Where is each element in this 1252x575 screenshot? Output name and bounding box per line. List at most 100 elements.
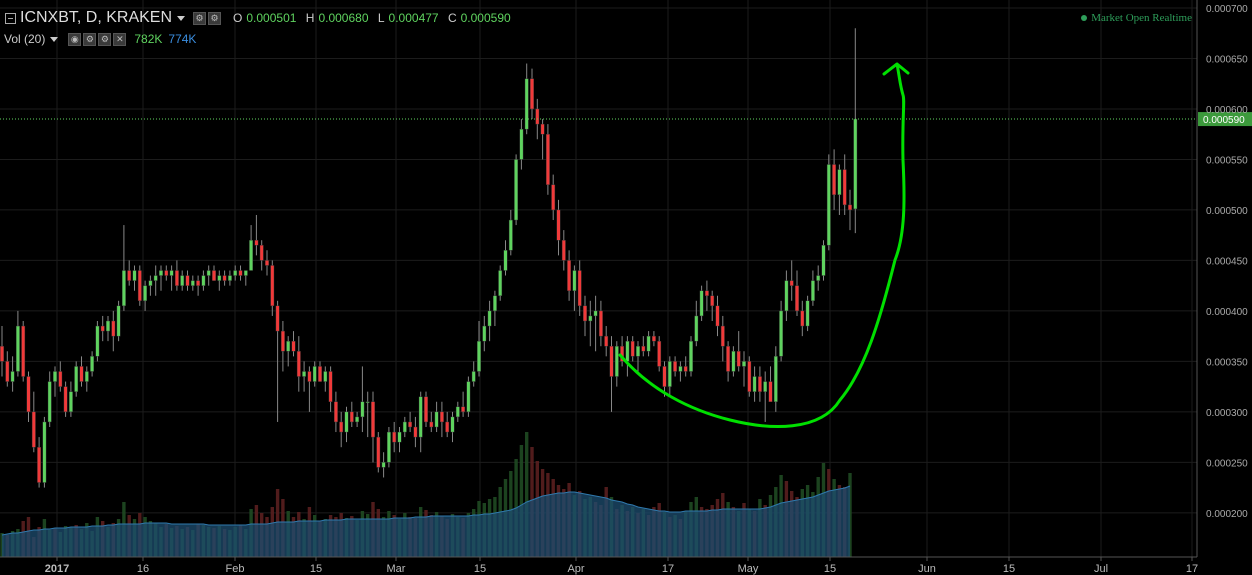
candle-body: [392, 431, 397, 443]
candle-body: [487, 310, 492, 327]
candle-body: [339, 421, 344, 433]
gear-icon[interactable]: ⚙: [208, 11, 222, 25]
candle: [402, 416, 407, 438]
y-tick-label: 0.000450: [1206, 256, 1248, 267]
candle-body: [816, 275, 821, 281]
candle: [349, 401, 354, 427]
candle-body: [837, 169, 842, 195]
candle-body: [503, 250, 508, 271]
collapse-icon[interactable]: [5, 12, 16, 24]
status-dot-icon: [1081, 15, 1088, 22]
candle-body: [424, 396, 428, 423]
candle: [736, 331, 741, 372]
candle: [302, 361, 306, 392]
candle: [731, 346, 736, 377]
symbol-dropdown-icon[interactable]: [177, 15, 186, 21]
candle: [636, 341, 640, 372]
candle-body: [551, 184, 556, 211]
x-tick-label: Jun: [918, 563, 936, 575]
candle-body: [540, 123, 545, 135]
candle-body: [652, 335, 656, 342]
candle-body: [678, 366, 683, 372]
candle-body: [498, 270, 503, 296]
candle-body: [190, 280, 195, 286]
volume-dropdown-icon[interactable]: [50, 36, 59, 42]
candle: [498, 265, 503, 301]
candle-body: [715, 305, 720, 327]
candle: [593, 295, 598, 352]
candle-body: [440, 411, 444, 423]
candle: [551, 174, 556, 221]
candle: [779, 300, 784, 362]
symbol-title[interactable]: ICNXBT, D, KRAKEN: [20, 9, 173, 26]
candle: [196, 275, 200, 296]
candle-body: [159, 270, 163, 276]
volume-label[interactable]: Vol (20): [4, 32, 46, 46]
candle: [493, 290, 497, 327]
candle: [376, 432, 381, 473]
candle-body: [16, 325, 20, 372]
eye-icon[interactable]: ◉: [68, 32, 82, 46]
candle-body: [381, 462, 386, 468]
candle-body: [90, 356, 95, 372]
candle: [84, 366, 89, 392]
candle: [519, 119, 524, 170]
candle-body: [413, 426, 418, 438]
close-icon[interactable]: ✕: [113, 32, 127, 46]
candle: [164, 265, 169, 281]
candle-body: [100, 325, 105, 332]
candle: [137, 265, 142, 306]
candle-body: [275, 305, 280, 332]
candle: [222, 270, 227, 286]
candle: [429, 411, 434, 433]
volume-settings-icon[interactable]: ⚙: [83, 32, 97, 46]
candle: [339, 411, 344, 448]
candle: [286, 336, 291, 367]
candle: [546, 124, 550, 195]
candle: [726, 341, 731, 382]
candle: [742, 351, 746, 387]
candle: [344, 406, 349, 443]
x-tick-label: 15: [824, 563, 836, 575]
last-price-badge: [1198, 112, 1252, 127]
candle: [418, 391, 423, 453]
candle-body: [397, 431, 402, 443]
candle-body: [429, 421, 434, 428]
candle: [614, 341, 619, 387]
volume-layer: [0, 432, 852, 557]
candle-body: [68, 391, 73, 413]
gear-icon-2[interactable]: ⚙: [98, 32, 112, 46]
candle-body: [710, 295, 715, 307]
candle: [5, 351, 10, 387]
candle: [281, 320, 285, 372]
candle: [842, 154, 847, 215]
candle: [540, 119, 545, 160]
x-tick-label: 15: [1003, 563, 1015, 575]
candle: [355, 411, 359, 427]
candle: [450, 411, 455, 443]
candle-body: [265, 260, 269, 266]
candle: [747, 356, 752, 397]
candle: [694, 300, 699, 347]
candle: [461, 391, 465, 417]
candle-body: [683, 366, 688, 372]
settings-icon[interactable]: ⚙: [193, 11, 207, 25]
candle: [42, 416, 47, 488]
candle: [238, 265, 243, 281]
candles-layer: [0, 28, 858, 488]
candle-body: [689, 340, 693, 372]
candle-body: [657, 340, 662, 367]
candle: [699, 285, 704, 321]
candle: [100, 315, 105, 342]
candle: [816, 265, 821, 291]
candle: [26, 371, 31, 422]
candle: [392, 421, 397, 453]
candle-body: [519, 128, 524, 160]
candle-body: [47, 381, 52, 423]
candle-body: [243, 270, 248, 276]
candle-body: [556, 209, 561, 241]
candle: [116, 300, 121, 342]
candle: [16, 310, 20, 377]
low-label: L: [377, 11, 385, 25]
